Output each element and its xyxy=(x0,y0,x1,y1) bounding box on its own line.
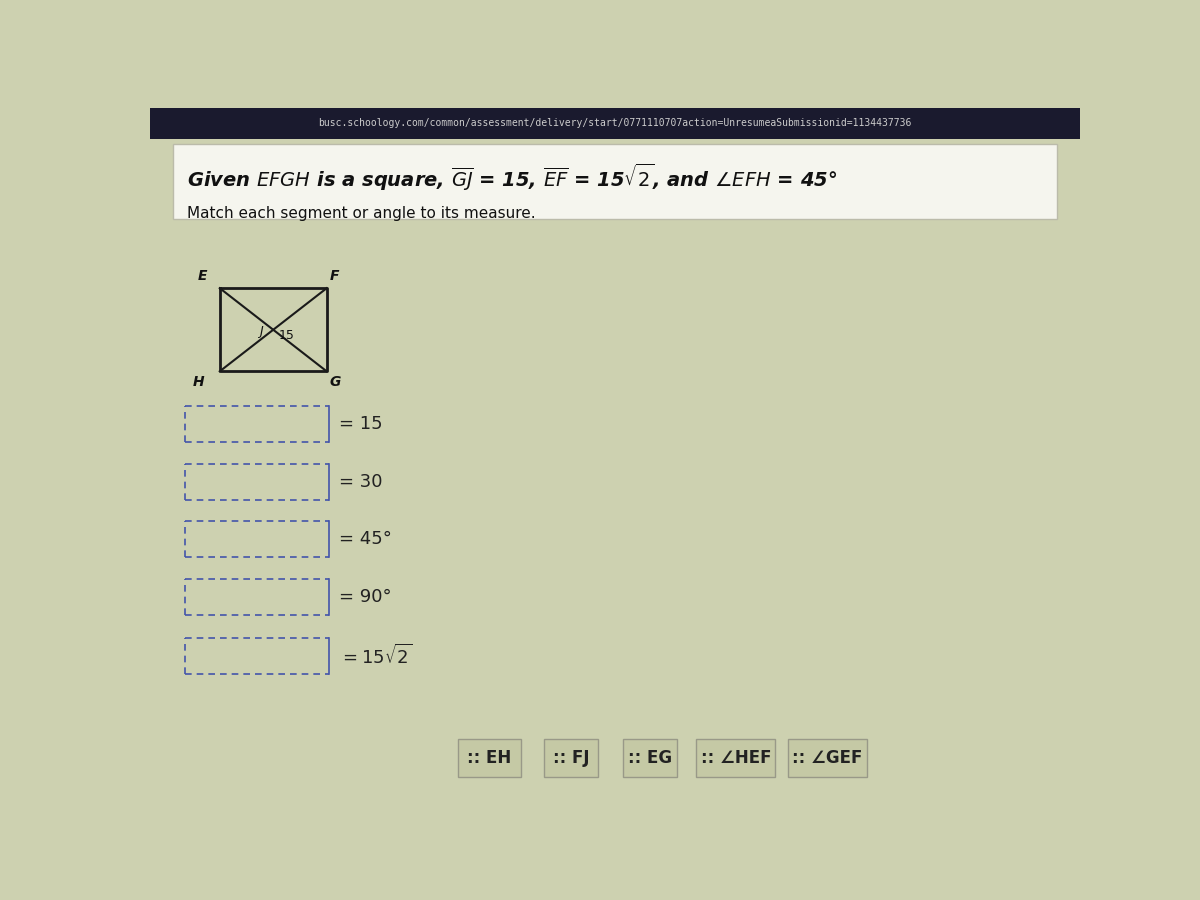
Text: = 90°: = 90° xyxy=(338,589,391,607)
Text: Given $\mathit{EFGH}$ is a square, $\overline{GJ}$ = 15, $\overline{EF}$ = 15$\s: Given $\mathit{EFGH}$ is a square, $\ove… xyxy=(187,161,838,194)
Bar xyxy=(787,739,866,777)
Text: G: G xyxy=(330,375,341,390)
Text: Match each segment or angle to its measure.: Match each segment or angle to its measu… xyxy=(187,206,536,220)
Bar xyxy=(696,739,775,777)
Text: :: EH: :: EH xyxy=(467,749,511,767)
Bar xyxy=(458,739,521,777)
Text: J: J xyxy=(259,325,263,338)
Text: E: E xyxy=(198,268,208,283)
Text: = 45°: = 45° xyxy=(338,530,391,548)
Bar xyxy=(623,739,677,777)
Text: :: ∠GEF: :: ∠GEF xyxy=(792,749,863,767)
Text: 15: 15 xyxy=(278,328,294,342)
Text: :: ∠HEF: :: ∠HEF xyxy=(701,749,772,767)
Text: busc.schoology.com/common/assessment/delivery/start/0771110707action=UnresumeaSu: busc.schoology.com/common/assessment/del… xyxy=(318,118,912,128)
Bar xyxy=(173,144,1057,219)
Text: = 30: = 30 xyxy=(338,472,383,490)
Text: H: H xyxy=(192,375,204,390)
Text: $= 15\sqrt{2}$: $= 15\sqrt{2}$ xyxy=(338,644,412,668)
Text: :: FJ: :: FJ xyxy=(553,749,589,767)
Bar xyxy=(150,108,1080,140)
Text: :: EG: :: EG xyxy=(629,749,672,767)
Text: F: F xyxy=(330,268,338,283)
Text: = 15: = 15 xyxy=(338,415,383,433)
Bar xyxy=(545,739,599,777)
